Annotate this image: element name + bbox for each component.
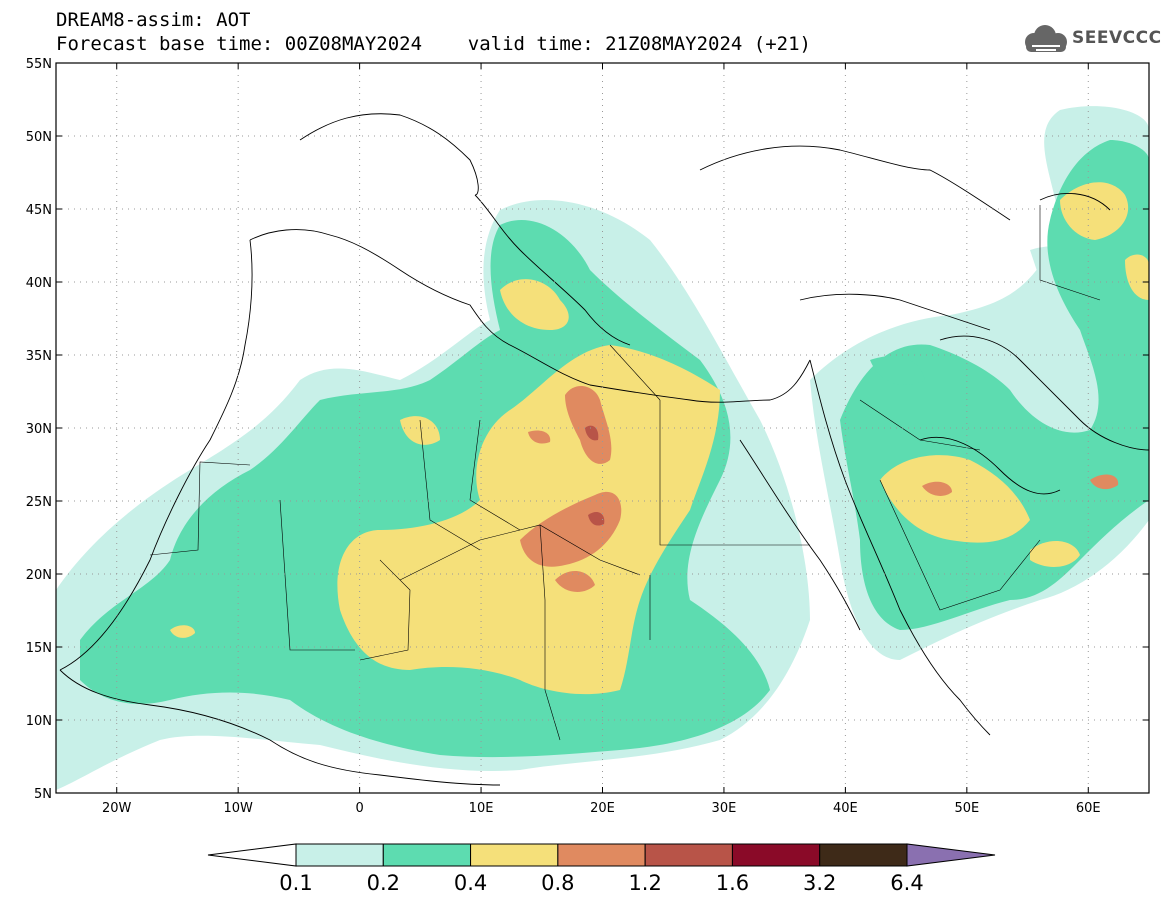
- colorbar-swatch: [470, 843, 559, 867]
- colorbar-label: 3.2: [803, 871, 836, 895]
- lat-tick-label: 25N: [26, 495, 52, 510]
- colorbar: 0.1 0.2 0.4 0.8 1.2 1.6 3.2 6.4: [207, 843, 996, 895]
- lon-tick-label: 20E: [590, 801, 615, 816]
- logo-text: SEEVCCC: [1072, 28, 1162, 48]
- country-borders: [149, 205, 1101, 741]
- colorbar-label: 6.4: [890, 871, 923, 895]
- map-title: DREAM8-assim: AOT: [56, 9, 251, 31]
- colorbar-swatch: [295, 843, 384, 867]
- lon-tick-label: 10E: [469, 801, 494, 816]
- lon-tick-label: 60E: [1076, 801, 1101, 816]
- lon-tick-label: 20W: [102, 801, 132, 816]
- forecast-times: Forecast base time: 00Z08MAY2024 valid t…: [56, 33, 811, 55]
- colorbar-label: 0.2: [367, 871, 400, 895]
- lon-tick-label: 0: [355, 801, 363, 816]
- lat-tick-label: 50N: [26, 130, 52, 145]
- colorbar-swatch: [557, 843, 646, 867]
- aot-band-1-2: [585, 425, 605, 526]
- colorbar-label: 0.1: [279, 871, 312, 895]
- aot-band-0-4: [170, 182, 1149, 695]
- lat-tick-label: 45N: [26, 203, 52, 218]
- colorbar-label: 1.6: [716, 871, 749, 895]
- colorbar-swatch: [382, 843, 472, 867]
- colorbar-swatch: [644, 843, 733, 867]
- lat-tick-label: 40N: [26, 276, 52, 291]
- lon-tick-label: 10W: [223, 801, 253, 816]
- coastlines: [59, 113, 1149, 786]
- lat-tick-label: 35N: [26, 349, 52, 364]
- colorbar-low-extension: [207, 843, 297, 867]
- longitude-ticks: 20W 10W 0 10E 20E 30E 40E 50E 60E: [102, 63, 1101, 816]
- colorbar-label: 0.8: [541, 871, 574, 895]
- lat-tick-label: 30N: [26, 422, 52, 437]
- latitude-ticks: 55N 50N 45N 40N 35N 30N 25N 20N 15N 10N 5N: [26, 57, 1149, 802]
- aot-map: 55N 50N 45N 40N 35N 30N 25N 20N 15N 10N 5N 20W 10W 0…: [26, 57, 1150, 816]
- lat-tick-label: 20N: [26, 568, 52, 583]
- lat-tick-label: 15N: [26, 641, 52, 656]
- colorbar-swatch: [731, 843, 821, 867]
- lon-tick-label: 50E: [954, 801, 979, 816]
- colorbar-high-extension: [906, 843, 996, 867]
- lon-tick-label: 30E: [712, 801, 737, 816]
- cloud-icon: [1025, 25, 1067, 52]
- lat-tick-label: 5N: [34, 787, 52, 802]
- aot-field: [56, 106, 1149, 790]
- colorbar-label: 1.2: [628, 871, 661, 895]
- lat-tick-label: 10N: [26, 714, 52, 729]
- colorbar-label: 0.4: [454, 871, 487, 895]
- lon-tick-label: 40E: [833, 801, 858, 816]
- colorbar-swatch: [819, 843, 908, 867]
- aot-band-0-8: [520, 385, 1119, 592]
- lat-tick-label: 55N: [26, 57, 52, 72]
